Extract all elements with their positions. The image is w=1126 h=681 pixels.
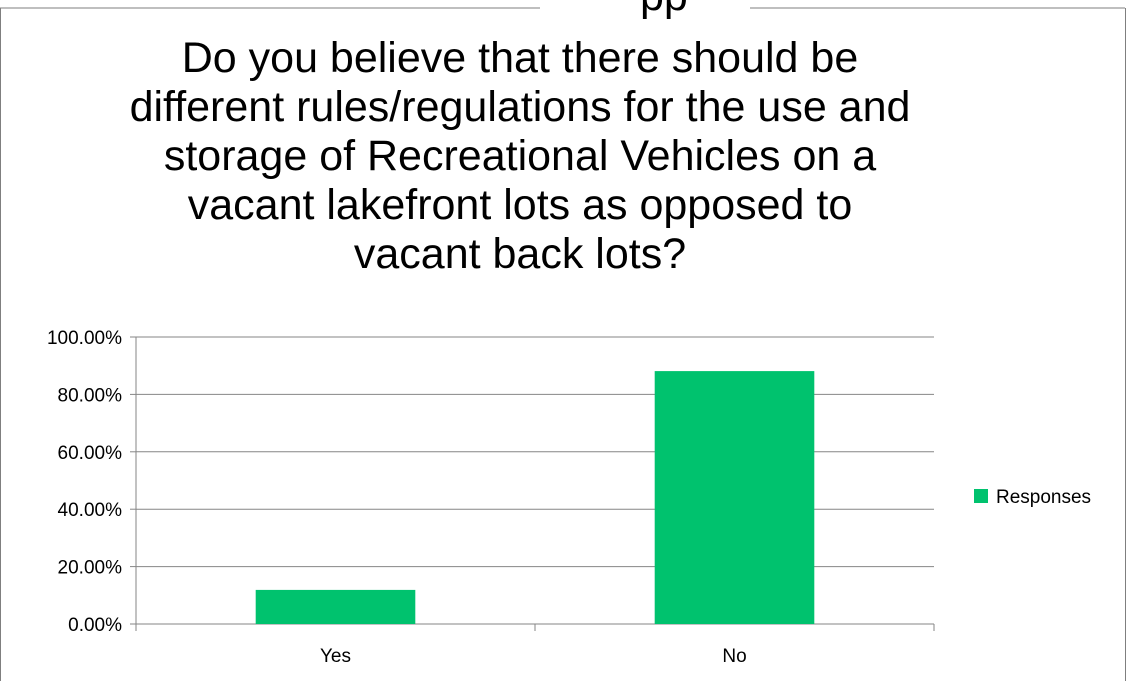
y-tick-label: 100.00% xyxy=(47,328,122,349)
bar-yes xyxy=(255,589,416,624)
cropped-heading-fragment: pp xyxy=(640,0,688,21)
y-tick-label: 60.00% xyxy=(58,443,123,464)
bar-no xyxy=(654,371,815,624)
legend-label: Responses xyxy=(996,487,1091,508)
bars xyxy=(255,371,815,624)
y-tick-label: 20.00% xyxy=(58,558,123,579)
x-tick-label: Yes xyxy=(320,646,351,667)
y-tick-labels: 0.00% 20.00% 40.00% 60.00% 80.00% 100.00% xyxy=(47,328,122,636)
y-tick-label: 40.00% xyxy=(58,500,123,521)
legend-swatch xyxy=(974,489,988,503)
x-tick-labels: Yes No xyxy=(320,646,747,667)
y-tick-label: 80.00% xyxy=(58,385,123,406)
y-tick-label: 0.00% xyxy=(68,615,122,636)
x-tick-label: No xyxy=(722,646,746,667)
chart-title: Do you believe that there should be diff… xyxy=(129,34,911,278)
legend: Responses xyxy=(974,487,1091,508)
